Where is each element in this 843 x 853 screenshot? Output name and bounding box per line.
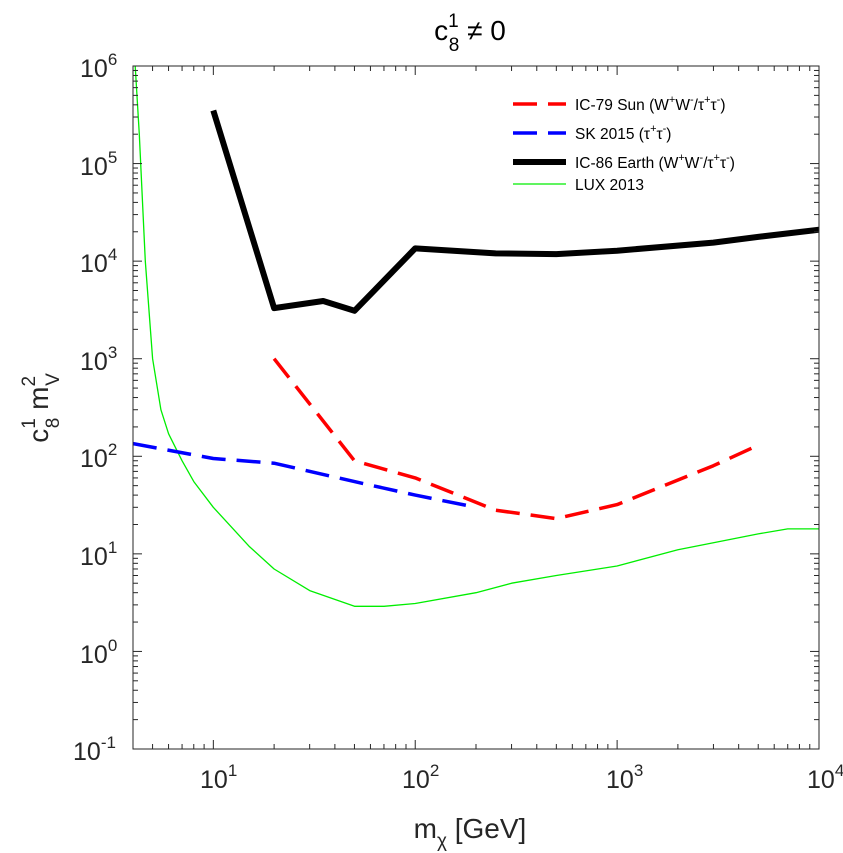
x-tick-label-100: 102 — [402, 761, 439, 794]
y-tick-label-1e4: 104 — [80, 245, 117, 278]
x-tick-label-1000: 103 — [606, 761, 643, 794]
y-tick-label-1e6: 106 — [80, 50, 117, 83]
x-axis-ticks — [132, 66, 820, 749]
y-tick-label-1e2: 102 — [80, 440, 117, 473]
legend-label-sk-2015: SK 2015 (τ+τ-) — [575, 123, 671, 143]
series-layer — [133, 66, 819, 607]
legend-label-ic79-sun: IC-79 Sun (W+W-/τ+τ-) — [575, 94, 725, 114]
x-tick-label-10: 101 — [200, 761, 237, 794]
legend: IC-79 Sun (W+W-/τ+τ-) SK 2015 (τ+τ-) IC-… — [513, 94, 735, 194]
legend-label-ic86-earth: IC-86 Earth (W+W-/τ+τ-) — [575, 152, 735, 172]
series-line-ic79-sun — [272, 357, 759, 521]
series-line-ic86-earth — [210, 109, 819, 314]
x-axis-title: mχ [GeV] — [414, 813, 527, 852]
x-tick-label-10000: 104 — [807, 761, 843, 794]
y-tick-label-1e5: 105 — [80, 148, 117, 181]
series-line-sk-2015 — [133, 441, 477, 510]
chart-title: c1 8 ≠ 0 — [434, 11, 506, 56]
y-tick-label-1e1: 101 — [80, 538, 117, 571]
legend-label-lux-2013: LUX 2013 — [575, 177, 644, 194]
y-axis-title: c1 8 m2 V — [19, 373, 64, 443]
y-axis-ticks — [133, 65, 819, 750]
y-tick-label-1e0: 100 — [80, 636, 117, 669]
series-line-lux-2013 — [134, 66, 819, 607]
y-tick-label-1e-1: 10-1 — [73, 733, 116, 766]
y-tick-label-1e3: 103 — [80, 343, 117, 376]
